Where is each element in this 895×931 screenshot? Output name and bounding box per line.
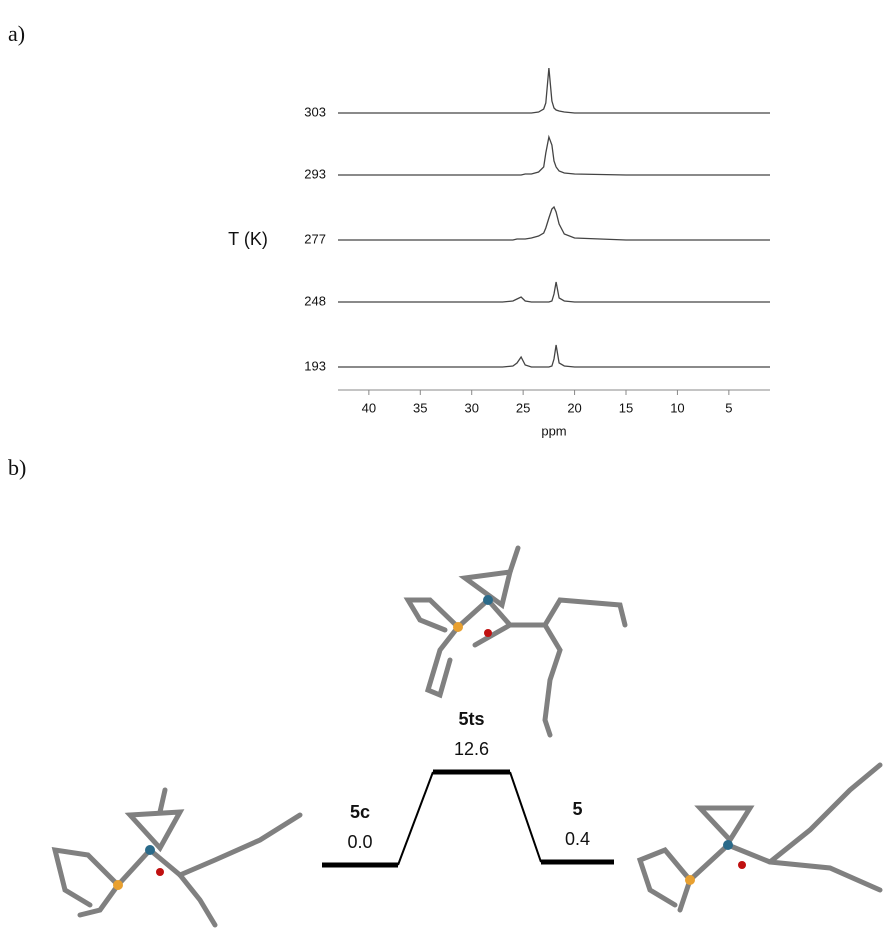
- x-tick-label: 5: [725, 400, 732, 415]
- state-label: 5: [572, 799, 582, 819]
- x-tick-label: 25: [516, 400, 530, 415]
- spectrum: [338, 68, 770, 113]
- panel-label: b): [8, 455, 26, 480]
- x-tick-label: 35: [413, 400, 427, 415]
- x-tick-label: 40: [362, 400, 376, 415]
- x-tick-label: 10: [670, 400, 684, 415]
- state-label: 5c: [350, 802, 370, 822]
- energy-label: 12.6: [454, 739, 489, 759]
- series-label: 277: [304, 231, 326, 246]
- series-label: 248: [304, 293, 326, 308]
- x-tick-label: 15: [619, 400, 633, 415]
- spectrum: [338, 137, 770, 175]
- x-tick-label: 20: [567, 400, 581, 415]
- panel-label: a): [8, 21, 25, 46]
- series-label: 303: [304, 104, 326, 119]
- energy-label: 0.0: [347, 832, 372, 852]
- x-axis-label: ppm: [541, 423, 566, 438]
- molecule-5c: [55, 790, 300, 925]
- series-label: 193: [304, 358, 326, 373]
- spectrum: [338, 282, 770, 302]
- molecule-5: [640, 765, 880, 910]
- molecule-5ts: [408, 548, 625, 735]
- spectrum: [338, 207, 770, 240]
- state-label: 5ts: [458, 709, 484, 729]
- x-tick-label: 30: [464, 400, 478, 415]
- spectrum: [338, 345, 770, 367]
- connector: [398, 772, 433, 865]
- series-label: 293: [304, 166, 326, 181]
- figure: a) b) T (K)30329327724819340353025201: [0, 0, 895, 931]
- y-axis-label: T (K): [228, 229, 268, 249]
- connector: [510, 772, 541, 862]
- energy-label: 0.4: [565, 829, 590, 849]
